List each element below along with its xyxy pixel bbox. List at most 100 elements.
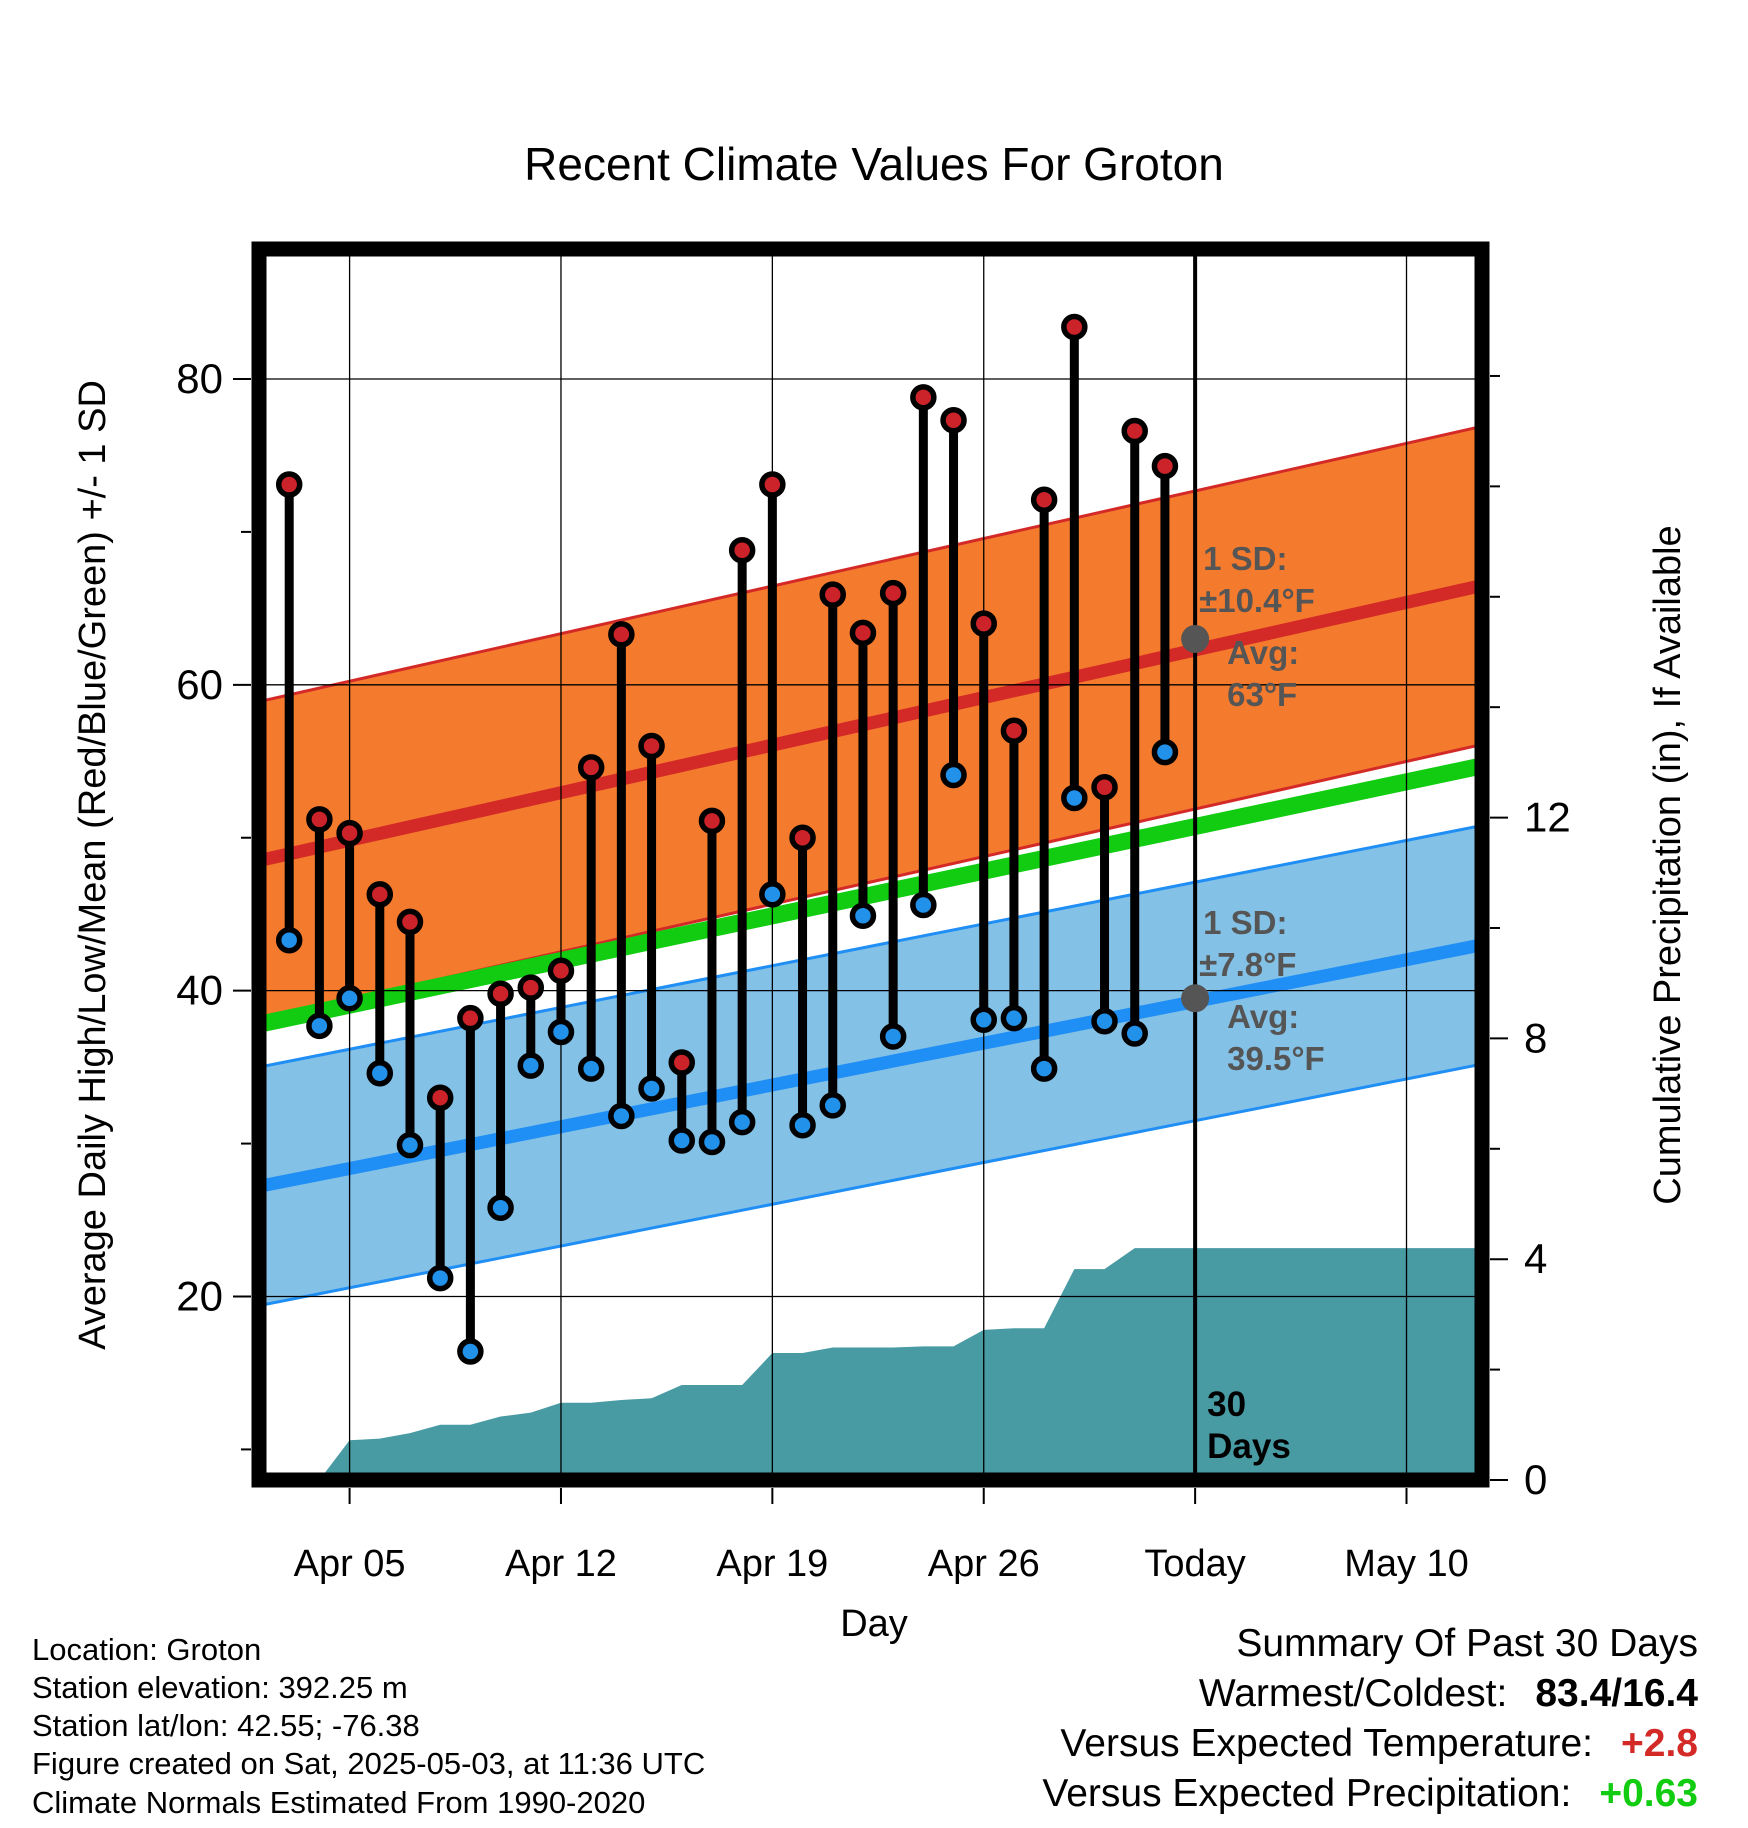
x-tick-label: Apr 19	[716, 1543, 828, 1585]
x-tick-label: Today	[1144, 1543, 1245, 1585]
low-avg-marker	[1181, 984, 1210, 1013]
daily-high-point	[1151, 452, 1179, 480]
x-tick-label: Apr 05	[294, 1543, 406, 1585]
daily-high-point	[336, 819, 363, 847]
y-right-tick-label: 4	[1524, 1235, 1547, 1282]
daily-high-point	[638, 732, 665, 760]
low-avg-value: 39.5°F	[1227, 1040, 1325, 1077]
daily-low-point	[789, 1111, 816, 1139]
daily-high-point	[879, 579, 907, 607]
summary-precip-label: Versus Expected Precipitation:	[1042, 1772, 1572, 1815]
y-left-tick-label: 60	[176, 661, 223, 708]
summary-title: Summary Of Past 30 Days	[1236, 1622, 1698, 1665]
daily-high-point	[517, 974, 545, 1001]
daily-high-point	[547, 957, 575, 985]
daily-high-point	[426, 1084, 454, 1111]
daily-low-point	[396, 1131, 424, 1159]
x-tick-label: Apr 12	[505, 1543, 617, 1585]
daily-low-point	[306, 1012, 333, 1040]
daily-low-point	[638, 1075, 665, 1102]
x-axis-label: Day	[840, 1603, 908, 1645]
daily-high-point	[849, 619, 877, 647]
y-axis-right-label: Cumulative Precipitation (in), If Availa…	[1647, 525, 1689, 1204]
daily-high-point	[789, 824, 816, 851]
daily-low-point	[759, 881, 786, 908]
daily-low-point	[668, 1127, 696, 1154]
daily-low-point	[728, 1108, 756, 1136]
summary-warm-cold: Warmest/Coldest: 83.4/16.4	[1199, 1672, 1698, 1716]
low-avg-label: Avg:	[1227, 998, 1299, 1035]
high-avg-label: Avg:	[1227, 634, 1299, 671]
daily-low-point	[1091, 1007, 1118, 1035]
daily-high-point	[457, 1004, 484, 1032]
x-tick-label: May 10	[1344, 1543, 1469, 1585]
daily-low-point	[426, 1264, 454, 1292]
daily-high-point	[366, 881, 394, 908]
today-days-number: 30	[1207, 1385, 1246, 1424]
daily-low-point	[1030, 1055, 1058, 1082]
daily-high-point	[698, 807, 726, 835]
low-sd-label: 1 SD:	[1203, 904, 1287, 941]
high-sd-label: 1 SD:	[1203, 540, 1287, 577]
summary-precip: Versus Expected Precipitation: +0.63	[1042, 1772, 1698, 1816]
daily-low-point	[849, 902, 877, 929]
chart-title: Recent Climate Values For Groton	[524, 138, 1224, 190]
daily-high-point	[577, 754, 605, 781]
high-sd-value: ±10.4°F	[1199, 582, 1315, 619]
daily-low-point	[970, 1006, 997, 1033]
summary-precip-value: +0.63	[1599, 1772, 1698, 1815]
y-axis-left-label: Average Daily High/Low/Mean (Red/Blue/Gr…	[72, 380, 114, 1350]
x-tick-label: Apr 26	[928, 1543, 1040, 1585]
high-avg-marker	[1181, 624, 1210, 653]
info-created: Figure created on Sat, 2025-05-03, at 11…	[32, 1746, 706, 1781]
daily-low-point	[547, 1018, 575, 1046]
summary-temp-label: Versus Expected Temperature:	[1060, 1722, 1593, 1765]
summary-temp: Versus Expected Temperature: +2.8	[1060, 1722, 1698, 1766]
y-right-tick-label: 0	[1524, 1456, 1547, 1503]
info-location: Location: Groton	[32, 1632, 262, 1667]
daily-low-point	[487, 1194, 514, 1222]
precip-area	[289, 1248, 1482, 1480]
info-normals: Climate Normals Estimated From 1990-2020	[32, 1785, 646, 1820]
high-band-upper-edge	[259, 424, 1482, 704]
daily-high-point	[910, 384, 937, 411]
daily-low-point	[819, 1092, 847, 1119]
daily-high-point	[728, 537, 756, 564]
high-avg-value: 63°F	[1227, 676, 1297, 713]
daily-low-point	[457, 1338, 484, 1365]
summary-warm-cold-value: 83.4/16.4	[1535, 1672, 1698, 1715]
daily-high-point	[940, 407, 967, 434]
daily-low-point	[1000, 1004, 1028, 1032]
daily-high-point	[1091, 774, 1118, 801]
high-normal-line	[259, 579, 1482, 868]
daily-high-point	[608, 621, 635, 648]
daily-low-point	[336, 985, 363, 1012]
daily-high-point	[668, 1049, 696, 1076]
daily-low-point	[577, 1055, 605, 1082]
daily-low-point	[910, 891, 937, 919]
daily-high-point	[970, 610, 997, 637]
daily-high-point	[759, 471, 786, 498]
daily-low-point	[879, 1023, 907, 1050]
summary-temp-value: +2.8	[1621, 1722, 1698, 1765]
daily-low-point	[275, 926, 303, 954]
daily-high-point	[1030, 486, 1058, 514]
y-right-tick-label: 8	[1524, 1014, 1547, 1061]
y-left-tick-label: 20	[176, 1272, 223, 1319]
daily-high-point	[396, 908, 424, 936]
info-elevation: Station elevation: 392.25 m	[32, 1670, 408, 1705]
daily-low-point	[1121, 1020, 1148, 1047]
daily-low-point	[1061, 784, 1088, 812]
low-normal-line	[259, 938, 1482, 1193]
daily-high-point	[487, 980, 514, 1007]
daily-high-point	[819, 581, 847, 608]
y-right-tick-label: 12	[1524, 794, 1571, 841]
info-latlon: Station lat/lon: 42.55; -76.38	[32, 1708, 420, 1743]
today-days-label: Days	[1207, 1427, 1291, 1466]
y-left-tick-label: 80	[176, 355, 223, 402]
daily-low-point	[517, 1052, 545, 1079]
daily-high-point	[1000, 717, 1028, 744]
low-band-lower-edge	[259, 1062, 1482, 1308]
mean-normal-line	[259, 757, 1482, 1033]
